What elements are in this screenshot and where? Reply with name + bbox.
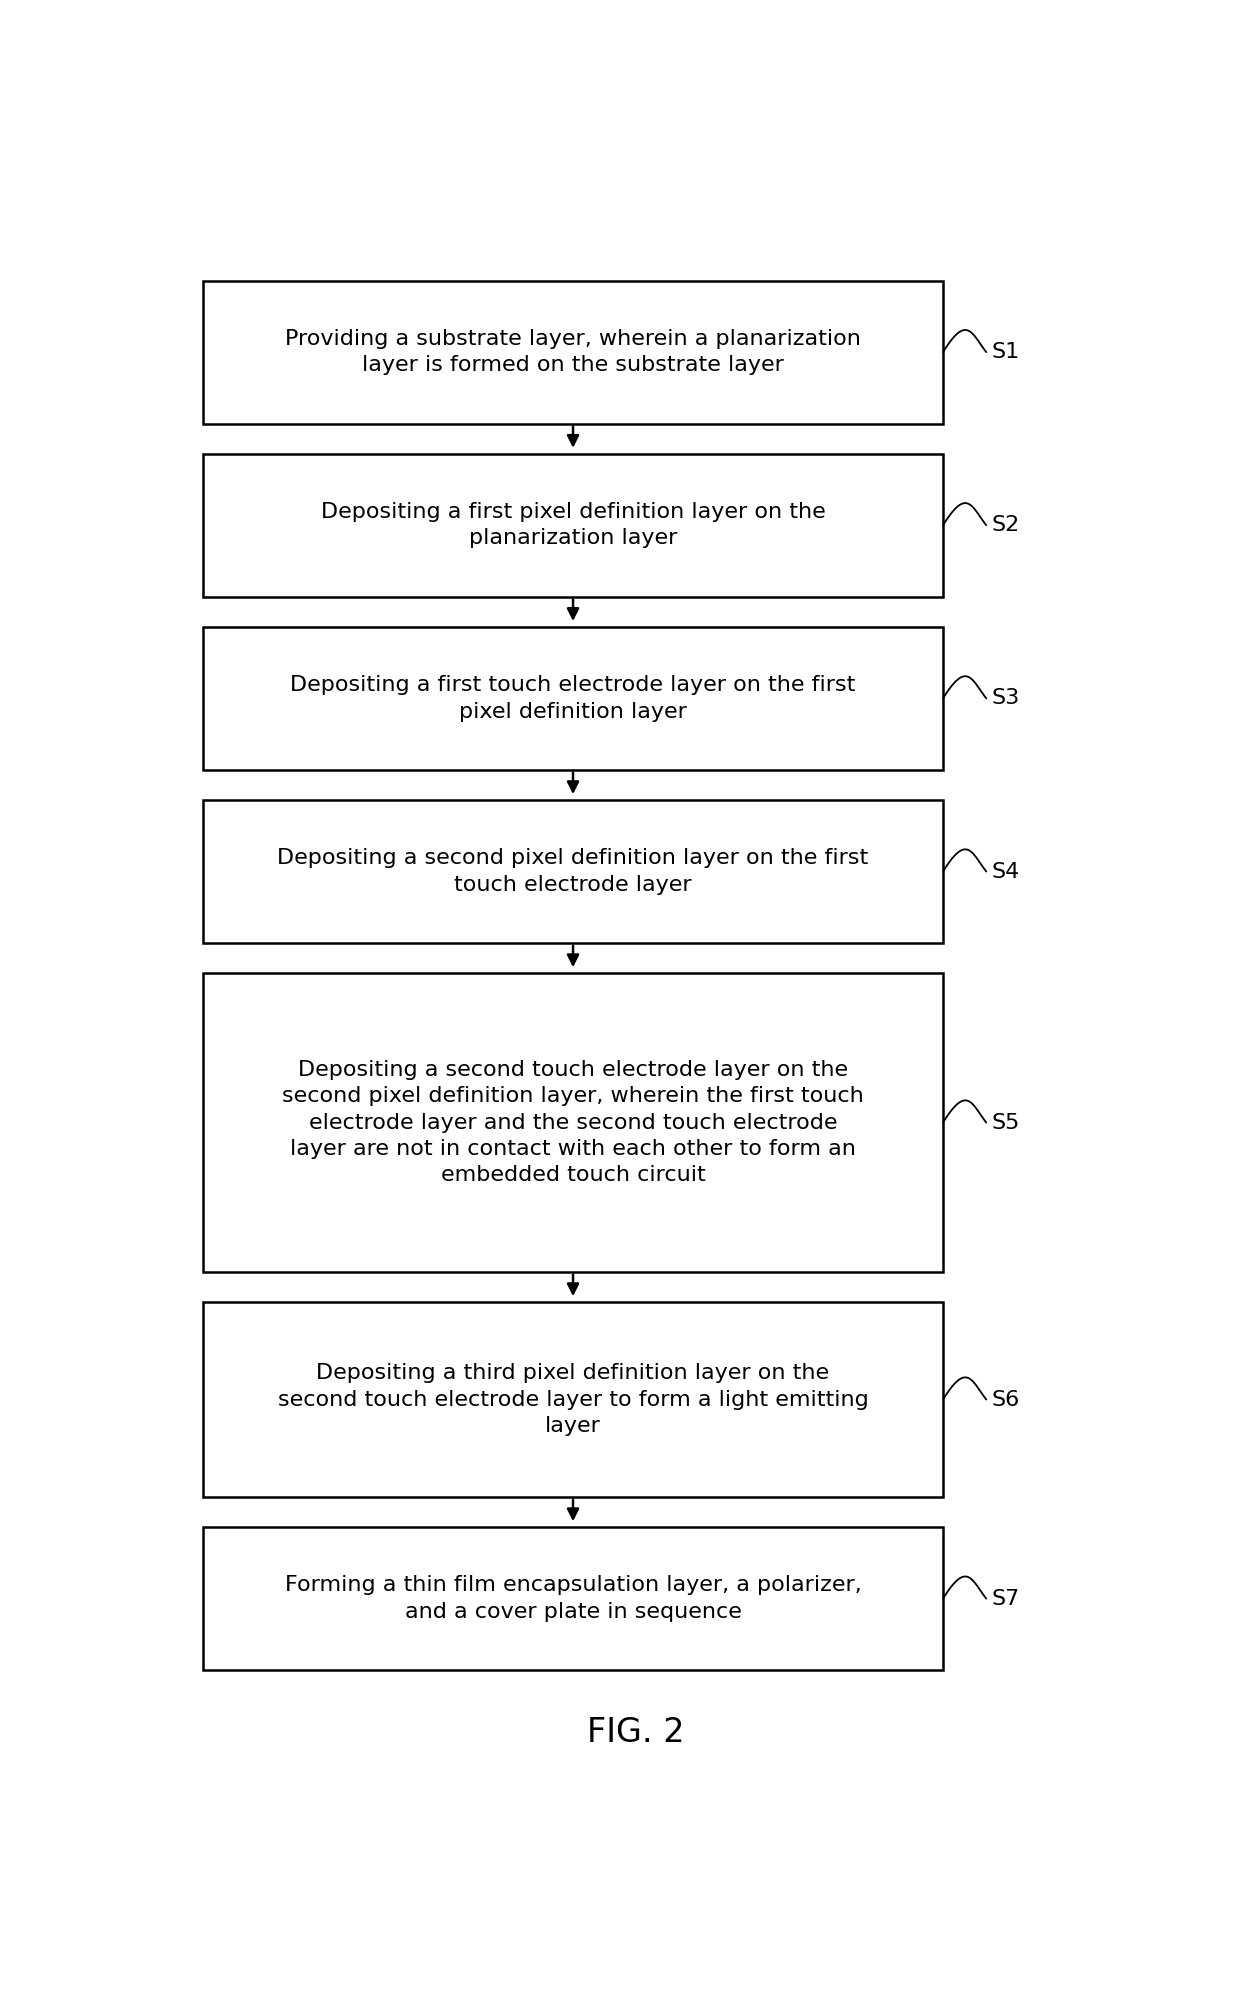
- FancyBboxPatch shape: [203, 1302, 942, 1498]
- Text: Depositing a first pixel definition layer on the
planarization layer: Depositing a first pixel definition laye…: [321, 502, 826, 548]
- FancyBboxPatch shape: [203, 454, 942, 597]
- Text: S1: S1: [991, 343, 1019, 363]
- Text: Forming a thin film encapsulation layer, a polarizer,
and a cover plate in seque: Forming a thin film encapsulation layer,…: [285, 1574, 862, 1621]
- Text: S2: S2: [991, 516, 1019, 536]
- FancyBboxPatch shape: [203, 800, 942, 943]
- Text: Depositing a third pixel definition layer on the
second touch electrode layer to: Depositing a third pixel definition laye…: [278, 1363, 868, 1435]
- Text: Depositing a second pixel definition layer on the first
touch electrode layer: Depositing a second pixel definition lay…: [278, 849, 869, 895]
- FancyBboxPatch shape: [203, 1528, 942, 1669]
- Text: S7: S7: [991, 1589, 1019, 1609]
- Text: S4: S4: [991, 861, 1019, 881]
- Text: Providing a substrate layer, wherein a planarization
layer is formed on the subs: Providing a substrate layer, wherein a p…: [285, 329, 861, 375]
- Text: FIG. 2: FIG. 2: [587, 1716, 684, 1748]
- FancyBboxPatch shape: [203, 280, 942, 423]
- Text: S6: S6: [991, 1389, 1019, 1409]
- Text: Depositing a first touch electrode layer on the first
pixel definition layer: Depositing a first touch electrode layer…: [290, 675, 856, 722]
- FancyBboxPatch shape: [203, 627, 942, 770]
- Text: Depositing a second touch electrode layer on the
second pixel definition layer, : Depositing a second touch electrode laye…: [283, 1060, 864, 1185]
- Text: S5: S5: [991, 1113, 1019, 1133]
- FancyBboxPatch shape: [203, 974, 942, 1272]
- Text: S3: S3: [991, 687, 1019, 708]
